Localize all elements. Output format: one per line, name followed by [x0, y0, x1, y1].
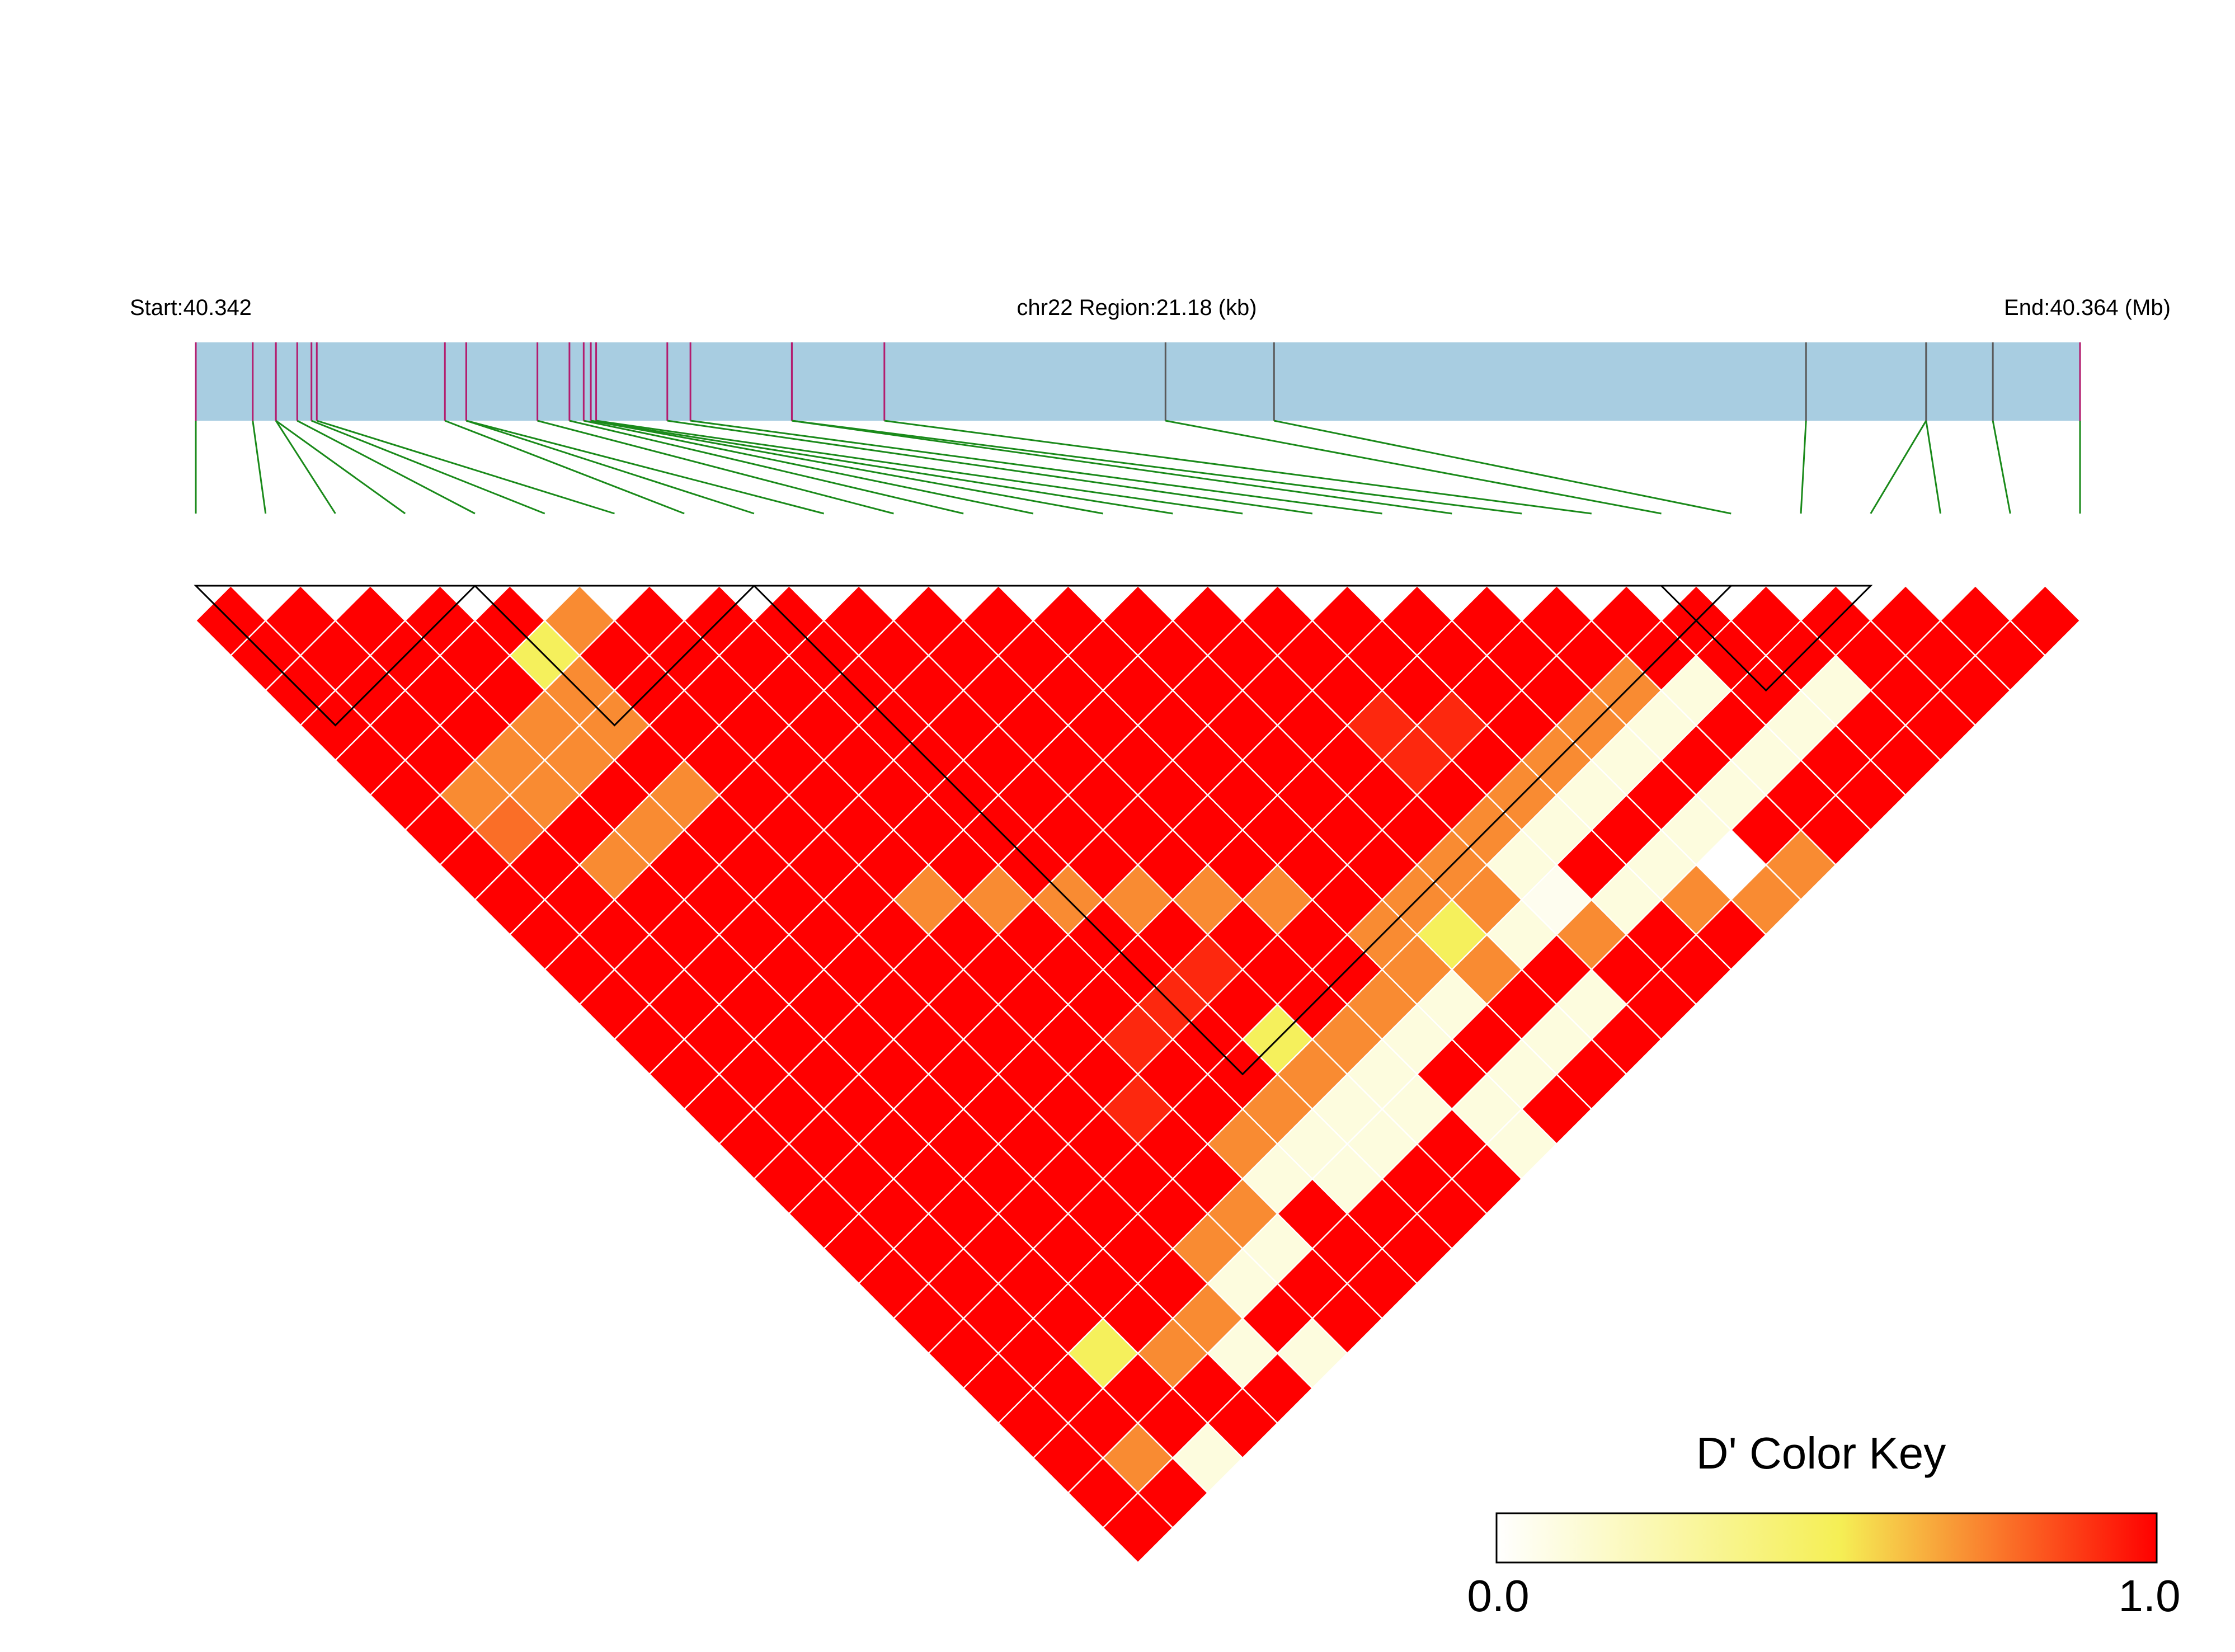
snp-connector: [275, 420, 336, 514]
snp-connector: [792, 420, 1522, 515]
snp-connector: [792, 420, 1452, 515]
snp-connector: [569, 420, 964, 515]
snp-connector: [275, 420, 406, 515]
haplotype-block-outline: [473, 585, 756, 727]
ld-cells: [195, 585, 2081, 1564]
snp-connector: [297, 420, 476, 515]
snp-connector: [465, 420, 755, 515]
snp-connector: [1800, 420, 1807, 514]
region-label: chr22 Region:21.18 (kb): [1017, 295, 1257, 320]
haplotype-blocks: [194, 585, 1873, 1076]
color-key-min-label: 0.0: [1467, 1571, 1529, 1621]
snp-connector: [311, 420, 545, 515]
snp-connector: [590, 420, 1103, 515]
snp-connector: [690, 420, 1382, 515]
color-key-bar: [1495, 1512, 2158, 1564]
snp-connector-lines: [195, 420, 2081, 515]
snp-connector: [1992, 420, 2011, 514]
snp-connector: [252, 420, 267, 514]
start-label: Start:40.342: [130, 295, 252, 320]
snp-connector: [1925, 420, 1942, 514]
haplotype-block-outline: [752, 585, 1733, 1076]
snp-connector: [590, 420, 1173, 515]
snp-connector: [537, 420, 894, 515]
snp-connector: [466, 420, 825, 515]
snp-connector: [667, 420, 1313, 515]
haplotype-block-outline: [1659, 585, 1873, 692]
color-key-max-label: 1.0: [2118, 1571, 2180, 1621]
ld-cell: [2009, 585, 2081, 657]
snp-connector: [584, 420, 1034, 515]
snp-connector: [316, 420, 615, 515]
snp-connector: [884, 420, 1592, 515]
color-key-title: D' Color Key: [1696, 1428, 1946, 1478]
snp-connector: [444, 420, 685, 515]
snp-connector: [1273, 420, 1731, 515]
snp-ticks: [195, 342, 2081, 421]
region-bar: [196, 342, 2080, 421]
snp-connector: [1870, 420, 1927, 514]
end-label: End:40.364 (Mb): [2004, 295, 2171, 320]
snp-connector: [596, 420, 1243, 515]
snp-connector: [1165, 420, 1662, 515]
haplotype-block-outline: [194, 585, 477, 727]
